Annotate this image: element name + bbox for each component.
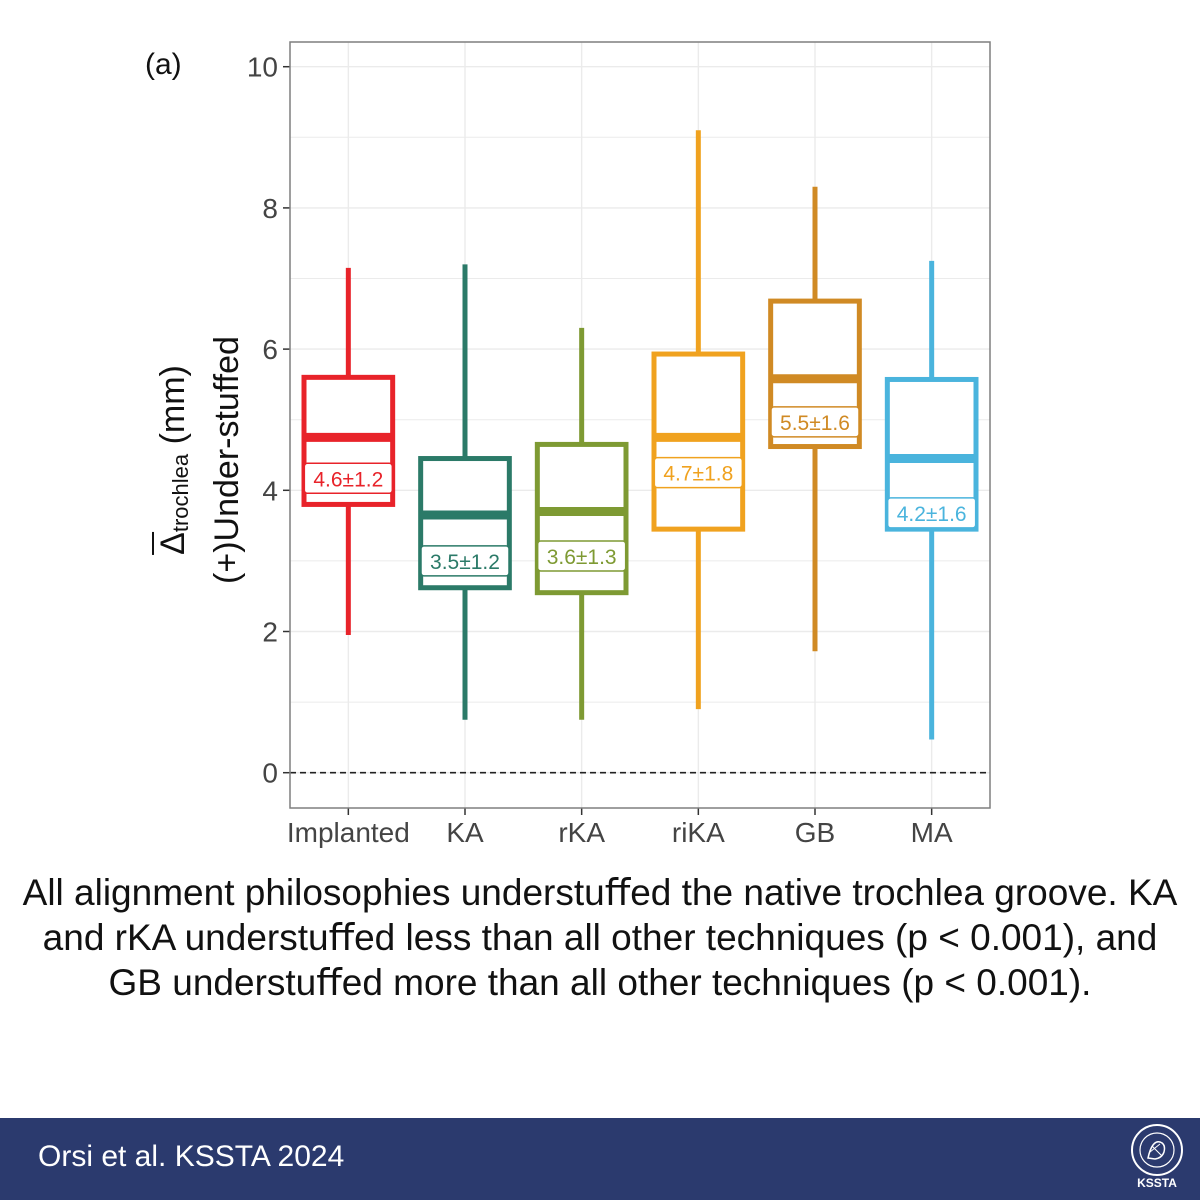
y-tick-label: 8: [262, 193, 278, 224]
y-axis-delta-symbol: Δ: [150, 532, 196, 555]
x-tick-label-ma: MA: [911, 817, 953, 848]
mean-label-ma: 4.2±1.6: [897, 503, 967, 526]
plot-panel-border: [289, 41, 991, 809]
kssta-logo: KSSTA: [1122, 1122, 1192, 1196]
x-tick-label-rka: rKA: [558, 817, 605, 848]
mean-label-box-rika: [653, 456, 744, 489]
mean-label-box-ka: [420, 545, 510, 577]
y-axis-title: Δtrochlea (mm) (+)Under-stuffed: [130, 150, 270, 770]
y-axis-title-line2: (+)Under-stuffed: [208, 336, 246, 584]
y-tick-label: 0: [262, 758, 278, 789]
mean-label-implanted: 4.6±1.2: [313, 468, 383, 491]
y-tick-label: 4: [262, 475, 278, 506]
boxplot-chart: 0 2 4 6 8 10 4.6±1.2 Implanted 3.5±1.2 KA 3.6±1.3 r…: [247, 41, 991, 848]
footer-bar: Orsi et al. KSSTA 2024 KSSTA: [0, 1118, 1200, 1200]
y-tick-label: 2: [262, 617, 278, 648]
citation-text: Orsi et al. KSSTA 2024: [38, 1140, 345, 1173]
x-tick-label-rika: riKA: [672, 817, 725, 848]
mean-label-box-implanted: [303, 462, 394, 495]
plot-background: [290, 42, 990, 808]
figure-caption: All alignment philosophies understuﬀed t…: [22, 872, 1178, 1003]
logo-text: KSSTA: [1137, 1176, 1177, 1190]
mean-label-box-gb: [770, 406, 860, 438]
y-axis-subscript: trochlea: [168, 453, 193, 533]
x-tick-label-gb: GB: [795, 817, 835, 848]
x-tick-label-implanted: Implanted: [287, 817, 410, 848]
panel-label: (a): [145, 48, 182, 81]
y-tick-label: 10: [247, 52, 278, 83]
mean-label-box-ma: [886, 497, 977, 529]
kssta-seal-icon: [1131, 1124, 1183, 1176]
mean-label-rika: 4.7±1.8: [663, 463, 733, 486]
mean-label-box-rka: [536, 540, 627, 572]
y-axis-unit: (mm): [154, 365, 192, 454]
y-tick-label: 6: [262, 334, 278, 365]
mean-label-gb: 5.5±1.6: [780, 412, 850, 435]
x-tick-label-ka: KA: [446, 817, 484, 848]
mean-label-rka: 3.6±1.3: [547, 546, 617, 569]
mean-label-ka: 3.5±1.2: [430, 551, 500, 574]
